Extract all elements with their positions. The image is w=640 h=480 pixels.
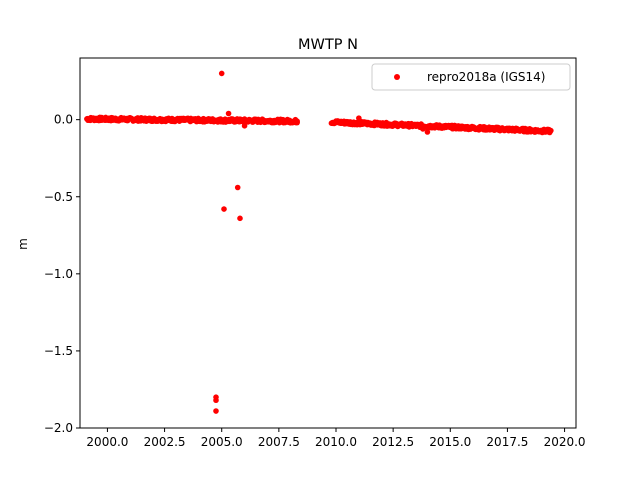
- x-tick-label: 2020.0: [544, 435, 586, 449]
- x-tick-label: 2000.0: [86, 435, 128, 449]
- x-tick-label: 2017.5: [486, 435, 528, 449]
- data-point: [237, 215, 243, 222]
- y-tick-label: −2.0: [44, 421, 73, 435]
- y-tick-label: 0.0: [54, 113, 73, 127]
- y-tick-label: −0.5: [44, 190, 73, 204]
- data-point: [213, 397, 219, 404]
- data-point: [241, 123, 248, 129]
- y-tick-label: −1.5: [44, 344, 73, 358]
- x-tick-label: 2005.0: [201, 435, 243, 449]
- x-tick-label: 2015.0: [429, 435, 471, 449]
- axis-ticks: 2000.0 2002.5 2005.0 2007.5 2010.0 2012.5 2015…: [44, 113, 586, 449]
- legend-box: [371, 63, 571, 91]
- data-point: [424, 129, 431, 135]
- y-axis-label: m: [16, 238, 30, 250]
- data-point: [218, 70, 225, 77]
- y-tick-label: −1.0: [44, 267, 73, 281]
- legend-label: repro2018a (IGS14): [427, 70, 545, 84]
- x-tick-label: 2012.5: [372, 435, 414, 449]
- chart-title: MWTP N: [298, 37, 358, 53]
- x-tick-label: 2002.5: [144, 435, 186, 449]
- data-point: [213, 408, 219, 414]
- x-tick-label: 2007.5: [258, 435, 300, 449]
- data-point: [294, 118, 300, 125]
- data-points: [84, 70, 554, 414]
- data-point: [420, 126, 426, 132]
- x-tick-label: 2010.0: [315, 435, 357, 449]
- data-point: [234, 184, 241, 191]
- data-point: [225, 110, 232, 117]
- plot-frame: [79, 57, 577, 429]
- legend-marker: [394, 74, 400, 80]
- data-point: [356, 115, 362, 121]
- data-point: [221, 206, 227, 212]
- data-point: [548, 127, 554, 134]
- legend: repro2018a (IGS14): [371, 63, 571, 91]
